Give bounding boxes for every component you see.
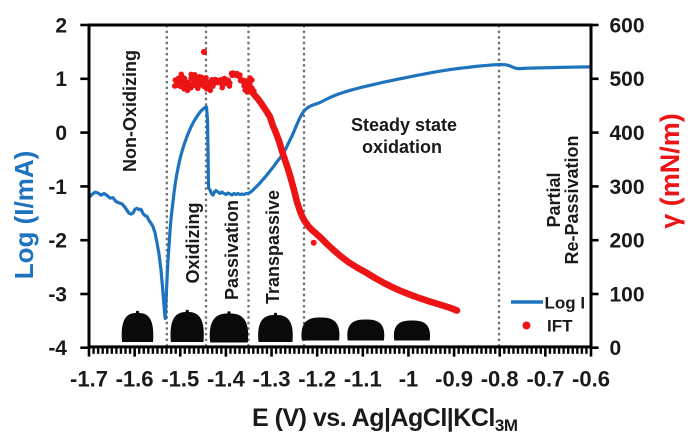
svg-text:0: 0 <box>55 122 67 145</box>
svg-text:Log (I/mA): Log (I/mA) <box>9 151 39 280</box>
svg-text:300: 300 <box>610 176 645 199</box>
svg-text:Log I: Log I <box>545 294 586 313</box>
svg-text:-0.7: -0.7 <box>526 367 564 392</box>
svg-text:-1: -1 <box>399 367 419 392</box>
svg-text:-1.6: -1.6 <box>116 367 154 392</box>
svg-text:-2: -2 <box>48 230 67 253</box>
svg-text:Partial: Partial <box>544 172 564 227</box>
svg-text:-1.1: -1.1 <box>344 367 382 392</box>
svg-text:IFT: IFT <box>547 317 573 336</box>
svg-text:1: 1 <box>55 68 67 91</box>
svg-text:-1.7: -1.7 <box>70 367 108 392</box>
svg-text:oxidation: oxidation <box>362 137 442 157</box>
svg-text:-1.5: -1.5 <box>161 367 199 392</box>
svg-text:-0.8: -0.8 <box>481 367 519 392</box>
svg-text:Oxidizing: Oxidizing <box>183 203 203 284</box>
svg-text:-1: -1 <box>48 176 67 199</box>
svg-text:γ (mN/m): γ (mN/m) <box>655 113 685 229</box>
svg-text:-1.4: -1.4 <box>207 367 246 392</box>
svg-text:400: 400 <box>610 122 645 145</box>
svg-text:2: 2 <box>55 14 67 37</box>
svg-text:-1.3: -1.3 <box>253 367 291 392</box>
svg-text:Non-Oxidizing: Non-Oxidizing <box>120 50 140 172</box>
svg-text:0: 0 <box>610 337 622 360</box>
svg-text:-3: -3 <box>48 283 67 306</box>
svg-text:-0.6: -0.6 <box>572 367 610 392</box>
svg-text:100: 100 <box>610 283 645 306</box>
svg-text:Steady state: Steady state <box>351 115 457 135</box>
svg-text:-0.9: -0.9 <box>435 367 473 392</box>
svg-text:600: 600 <box>610 14 645 37</box>
svg-text:-1.2: -1.2 <box>298 367 336 392</box>
svg-text:Transpassive: Transpassive <box>263 190 283 304</box>
svg-text:-4: -4 <box>48 337 67 360</box>
svg-text:500: 500 <box>610 68 645 91</box>
svg-text:200: 200 <box>610 230 645 253</box>
svg-text:Passivation: Passivation <box>222 200 242 300</box>
svg-text:E (V) vs. Ag|AgCl|KCl3M: E (V) vs. Ag|AgCl|KCl3M <box>252 404 518 435</box>
svg-text:Re-Passivation: Re-Passivation <box>562 135 582 264</box>
